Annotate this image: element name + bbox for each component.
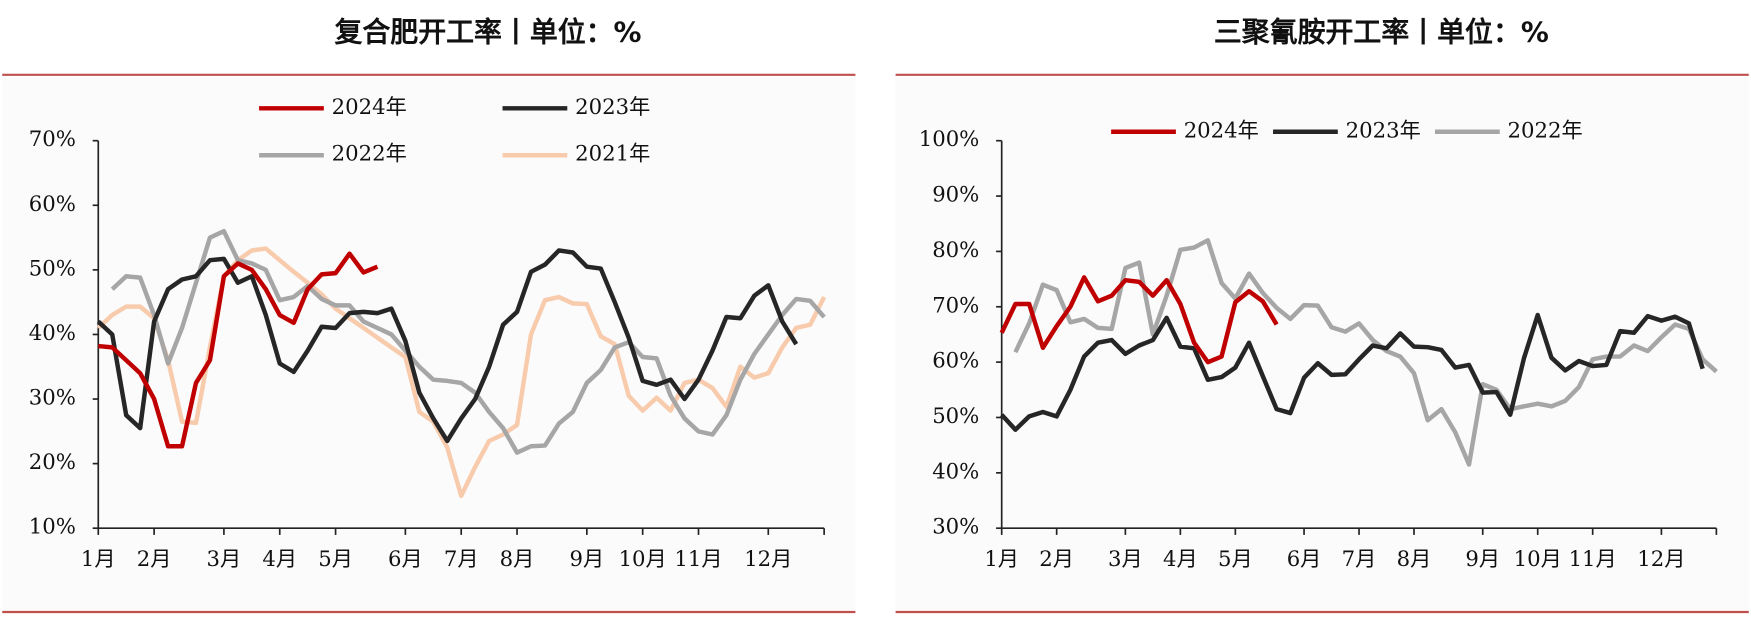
series-line xyxy=(110,228,826,455)
series-line xyxy=(98,251,379,449)
y-tick-label: 10% xyxy=(29,515,76,540)
y-tick-label: 90% xyxy=(932,183,979,208)
chart-title: 三聚氰胺开工率丨单位：% xyxy=(1214,16,1549,49)
legend-label: 2021年 xyxy=(575,142,650,167)
y-tick-label: 80% xyxy=(932,238,979,263)
x-tick-label: 11月 xyxy=(1569,547,1617,572)
x-tick-label: 4月 xyxy=(1163,547,1198,572)
legend-label: 2024年 xyxy=(332,95,407,120)
series-line xyxy=(1013,238,1718,467)
y-tick-label: 20% xyxy=(29,450,76,475)
x-tick-label: 12月 xyxy=(1637,547,1685,572)
x-tick-label: 11月 xyxy=(674,547,722,572)
x-tick-label: 3月 xyxy=(1108,547,1143,572)
legend-label: 2023年 xyxy=(575,95,650,120)
x-tick-label: 8月 xyxy=(1397,547,1432,572)
x-tick-label: 9月 xyxy=(1465,547,1500,572)
series-line xyxy=(999,275,1279,365)
panel-bg xyxy=(895,78,1749,610)
chart-title: 复合肥开工率丨单位：% xyxy=(334,16,641,49)
series-line xyxy=(96,248,799,444)
x-tick-label: 10月 xyxy=(619,547,667,572)
y-tick-label: 50% xyxy=(932,404,979,429)
y-tick-label: 60% xyxy=(29,192,76,217)
x-tick-label: 3月 xyxy=(207,547,242,572)
x-tick-label: 4月 xyxy=(262,547,297,572)
y-tick-label: 30% xyxy=(29,386,76,411)
x-tick-label: 2月 xyxy=(137,547,172,572)
x-tick-label: 8月 xyxy=(500,547,535,572)
x-tick-label: 10月 xyxy=(1514,547,1562,572)
x-tick-label: 12月 xyxy=(744,547,792,572)
x-tick-label: 9月 xyxy=(569,547,604,572)
x-tick-label: 1月 xyxy=(984,547,1019,572)
x-tick-label: 2月 xyxy=(1039,547,1074,572)
y-tick-label: 40% xyxy=(29,321,76,346)
series-line xyxy=(1000,312,1705,432)
x-tick-label: 6月 xyxy=(1287,547,1322,572)
legend-label: 2024年 xyxy=(1184,118,1259,143)
y-tick-label: 70% xyxy=(29,127,76,152)
x-tick-label: 7月 xyxy=(1342,547,1377,572)
y-tick-label: 50% xyxy=(29,256,76,281)
y-tick-label: 30% xyxy=(932,515,979,540)
x-tick-label: 5月 xyxy=(1218,547,1253,572)
legend-label: 2022年 xyxy=(332,142,407,167)
panel-bg xyxy=(2,78,856,610)
y-tick-label: 60% xyxy=(932,349,979,374)
x-tick-label: 6月 xyxy=(388,547,423,572)
x-tick-label: 1月 xyxy=(81,547,116,572)
y-tick-label: 40% xyxy=(932,459,979,484)
y-tick-label: 70% xyxy=(932,293,979,318)
legend-label: 2023年 xyxy=(1346,118,1421,143)
x-tick-label: 7月 xyxy=(444,547,479,572)
legend-label: 2022年 xyxy=(1508,118,1583,143)
y-tick-label: 100% xyxy=(919,127,980,152)
x-tick-label: 5月 xyxy=(318,547,353,572)
